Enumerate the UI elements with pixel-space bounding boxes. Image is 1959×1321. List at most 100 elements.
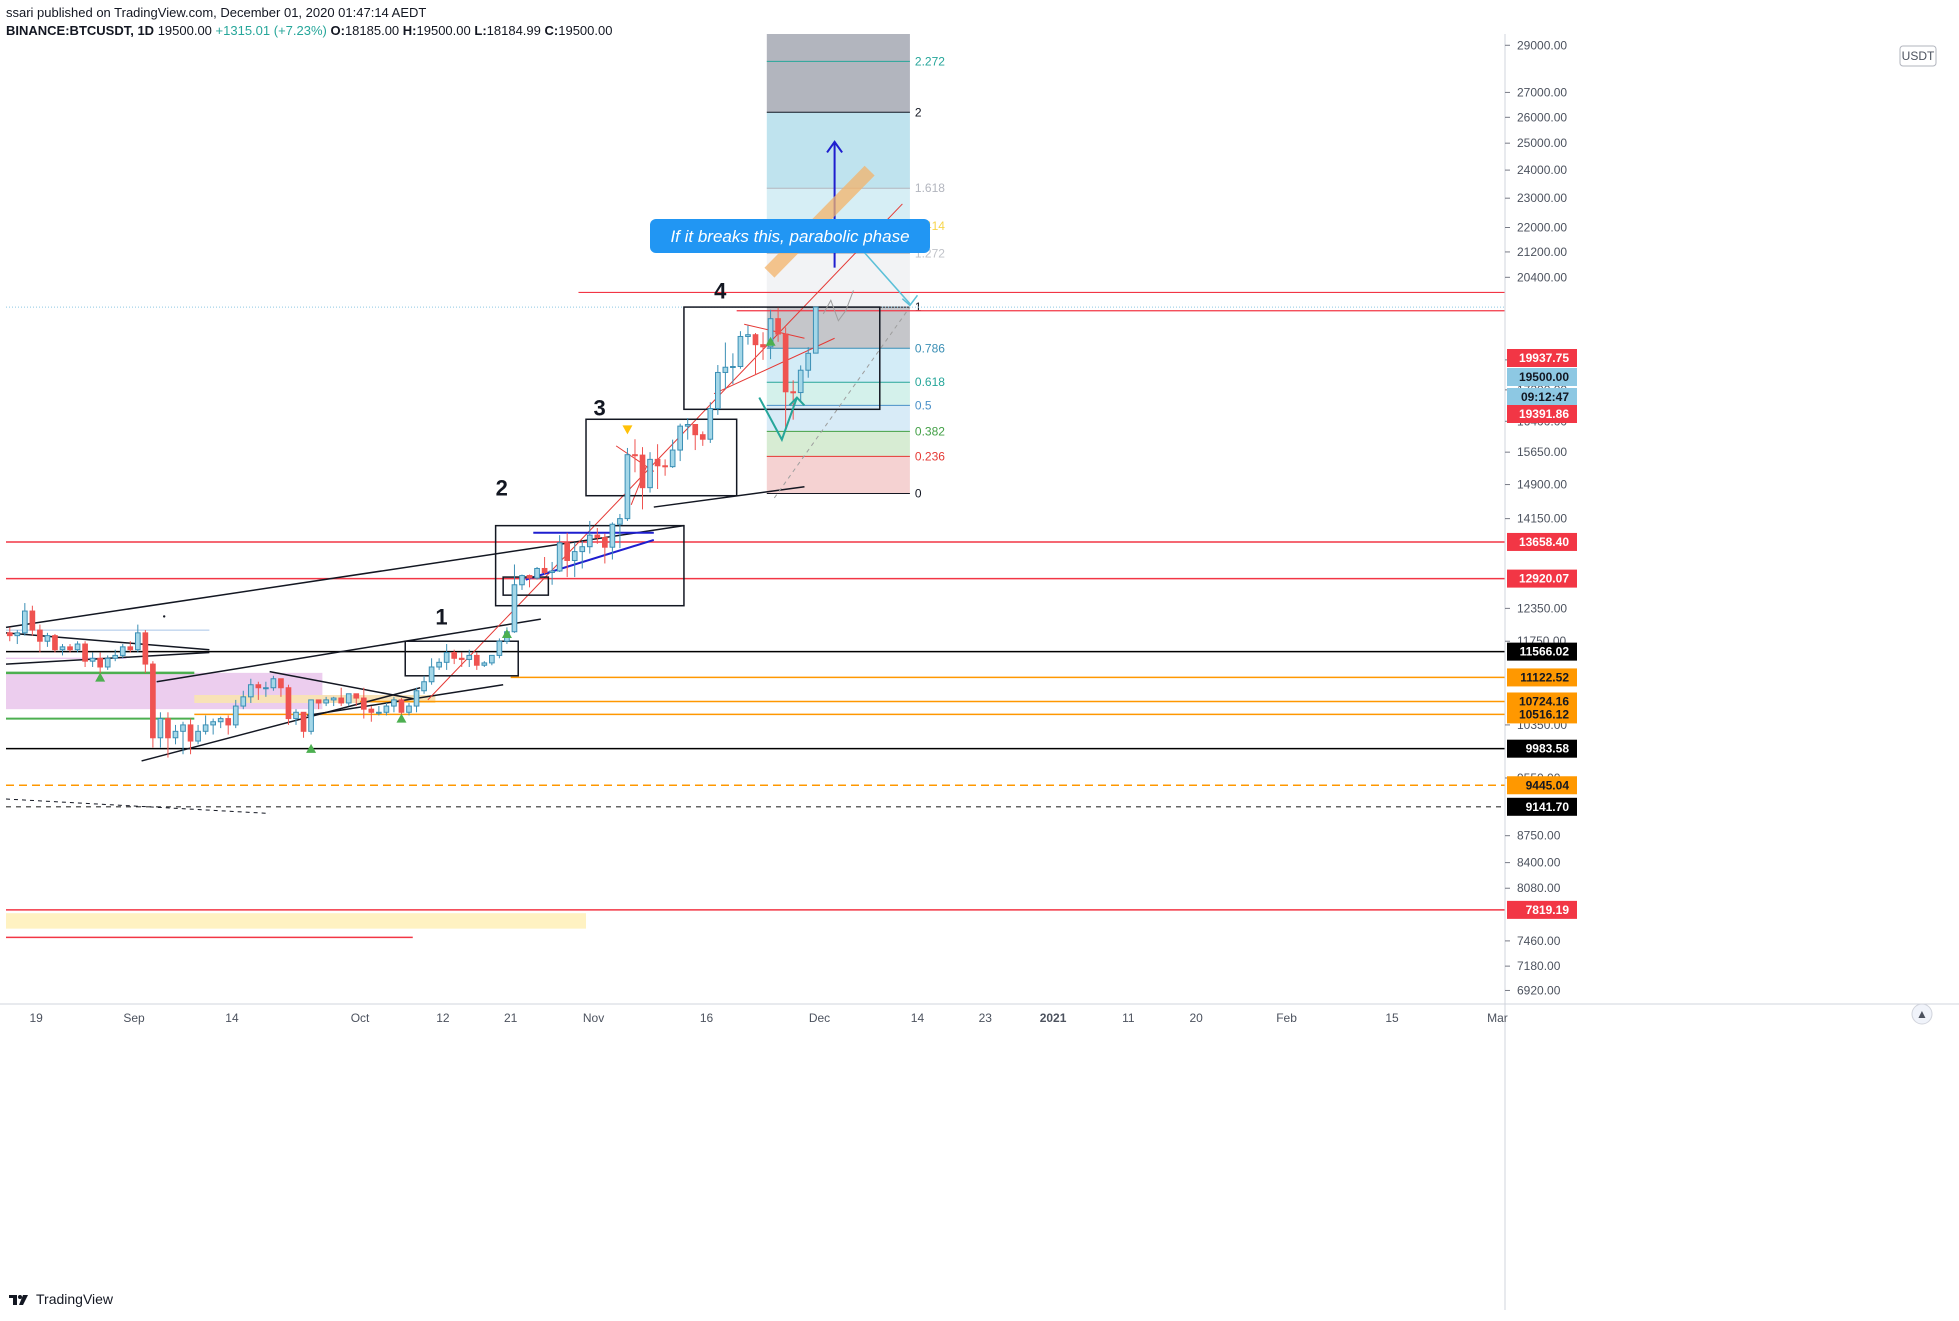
fib-level-label[interactable]: 2.272 — [915, 54, 945, 68]
wave-box[interactable] — [683, 306, 881, 411]
candle — [782, 327, 789, 430]
candle — [511, 564, 518, 633]
price-tick-label: 21200.00 — [1517, 245, 1567, 259]
trend-line[interactable] — [141, 687, 421, 762]
price-tag[interactable] — [1507, 349, 1577, 367]
support-zone[interactable] — [194, 695, 436, 703]
fib-zone[interactable] — [766, 348, 910, 383]
candle — [489, 654, 495, 666]
demand-zone[interactable] — [6, 913, 587, 929]
arrow-head[interactable] — [826, 140, 843, 154]
candle-body — [21, 610, 28, 634]
trend-line[interactable] — [307, 683, 504, 717]
price-tick-label: 26000.00 — [1517, 110, 1567, 124]
trend-line[interactable] — [427, 203, 903, 701]
trend-line[interactable] — [156, 618, 541, 683]
candle — [278, 678, 284, 697]
fib-level-label[interactable]: 0.5 — [915, 398, 932, 412]
price-tag[interactable] — [1507, 642, 1577, 661]
candle — [398, 698, 405, 716]
trend-line[interactable] — [269, 670, 413, 700]
candle-body — [14, 632, 21, 637]
candle — [406, 702, 412, 716]
price-tag[interactable] — [1507, 668, 1577, 687]
auto-scale-button-icon[interactable] — [1911, 1003, 1933, 1025]
annotation-callout[interactable] — [650, 219, 930, 253]
low-label: L: — [474, 23, 487, 38]
price-tick-label: 15650.00 — [1517, 445, 1567, 459]
arrow-head[interactable] — [901, 294, 919, 307]
price-tag[interactable] — [1507, 739, 1577, 758]
arrow-head[interactable] — [788, 396, 806, 407]
price-tag[interactable] — [1507, 900, 1577, 919]
price-tag[interactable] — [1507, 388, 1577, 406]
trend-line[interactable] — [525, 538, 655, 581]
price-tag[interactable] — [1507, 705, 1577, 724]
candle-body — [602, 537, 608, 548]
dot-marker — [162, 615, 166, 618]
candle-body — [526, 575, 533, 579]
fib-zone[interactable] — [766, 253, 910, 308]
price-tag[interactable] — [1507, 532, 1577, 551]
fib-extension[interactable]: 2.27221.6181.4141.27210.7860.6180.50.382… — [766, 34, 945, 500]
fib-zone[interactable] — [766, 34, 910, 113]
time-tick-label: 11 — [1122, 1011, 1135, 1025]
fib-zone[interactable] — [766, 431, 910, 457]
tradingview-logo-icon — [9, 1295, 28, 1305]
candle — [647, 452, 653, 493]
candle-body — [59, 646, 66, 651]
trend-line[interactable] — [773, 306, 911, 499]
candle — [541, 557, 548, 575]
fib-zone[interactable] — [766, 112, 910, 189]
trend-line[interactable] — [5, 524, 685, 629]
trend-line[interactable] — [5, 632, 210, 651]
chart-header: ssari published on TradingView.com, Dece… — [6, 4, 612, 40]
candle-body — [722, 366, 729, 373]
price-tag[interactable] — [1507, 368, 1577, 386]
wave-box[interactable] — [585, 418, 738, 497]
fib-level-label[interactable]: 2 — [915, 105, 922, 119]
fib-level-label[interactable]: 1.618 — [915, 181, 945, 195]
trend-line[interactable] — [744, 323, 805, 339]
candle-body — [376, 711, 382, 714]
candle-body — [624, 454, 631, 520]
fib-level-label[interactable]: 0.382 — [915, 424, 945, 438]
candle — [112, 649, 119, 662]
candle-body — [413, 690, 420, 707]
consolidation-zone[interactable] — [6, 672, 323, 710]
wave-box[interactable] — [502, 576, 550, 596]
candle-body — [52, 635, 58, 651]
axes[interactable]: 29000.00 27000.00 26000.00 25000.00 24000.00… — [0, 34, 1959, 1310]
projection-path[interactable] — [758, 397, 798, 443]
candle-body — [134, 632, 141, 651]
candle — [134, 624, 141, 653]
price-tag[interactable] — [1507, 405, 1577, 423]
trend-line[interactable] — [653, 486, 805, 508]
currency-badge[interactable] — [1899, 45, 1937, 67]
candle-body — [150, 663, 156, 739]
drawing-overlays[interactable]: 1 2 3 4 If it breaks this, parabolic phase — [95, 140, 930, 753]
candle-body — [142, 632, 149, 665]
candle-body — [240, 696, 247, 707]
candle-body — [692, 424, 699, 436]
fib-level-label[interactable]: 0.618 — [915, 375, 945, 389]
fib-zone[interactable] — [766, 456, 910, 494]
price-tag[interactable] — [1507, 797, 1577, 816]
candle-body — [217, 718, 224, 723]
fib-level-label[interactable]: 0 — [915, 486, 922, 500]
drawing-lines[interactable] — [5, 203, 1505, 939]
candle — [97, 652, 103, 676]
candle — [195, 724, 201, 745]
candle-body — [684, 424, 691, 427]
candle-body — [730, 366, 736, 369]
wave-box[interactable] — [404, 640, 519, 677]
price-tag[interactable] — [1507, 776, 1577, 795]
fib-level-label[interactable]: 0.786 — [915, 341, 945, 355]
price-tick-label: 8750.00 — [1517, 829, 1561, 843]
time-tick-label: 14 — [911, 1011, 925, 1025]
candle-body — [157, 718, 164, 739]
fib-level-label[interactable]: 0.236 — [915, 449, 945, 463]
price-tag[interactable] — [1507, 569, 1577, 588]
projection-path[interactable] — [822, 290, 854, 322]
